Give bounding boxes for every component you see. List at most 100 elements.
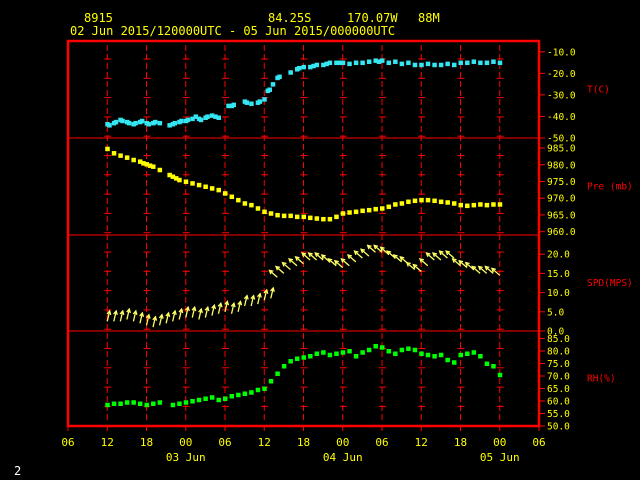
humidity-point [137,401,143,406]
humidity-point [406,346,411,351]
temperature-point [216,115,221,121]
wind-arrow [438,250,448,259]
pressure-point [268,211,274,216]
pressure-point [327,216,333,222]
pressure-point [393,202,398,207]
pressure-point [262,209,267,215]
pressure-point [111,151,117,156]
humidity-point [458,352,463,358]
humidity-point [111,401,117,406]
wind-arrow [204,305,210,318]
wind-arrow [340,257,350,267]
temperature-point [425,61,431,67]
pressure-point [347,210,352,215]
pressure-point [288,213,293,219]
humidity-point [347,349,352,354]
x-tick-label: 06 [532,436,545,449]
temperature-point [249,101,254,107]
y-tick-label: 960.0 [547,227,576,238]
humidity-point [412,347,418,353]
temperature-point [179,118,184,124]
y-tick-label: -30.0 [547,90,576,101]
wind-arrow [230,302,236,314]
wind-arrow [211,303,217,316]
humidity-point [334,351,339,356]
wind-arrow [425,252,435,261]
pressure-point [157,167,163,173]
pressure-point [151,164,156,169]
temperature-point [146,121,151,127]
y-tick-label: -20.0 [547,69,576,80]
humidity-point [451,360,457,365]
pressure-point [170,174,176,179]
wind-arrow [451,257,461,267]
humidity-point [419,351,424,356]
y-axis-title: Pre (mb) [587,182,633,193]
temperature-point [347,61,352,67]
wind-arrow [145,313,151,326]
temperature-point [465,60,470,66]
pressure-point [229,194,235,200]
temperature-point [458,60,463,66]
humidity-point [497,372,503,378]
y-tick-label: 65.0 [547,384,570,395]
wind-arrow [431,252,442,261]
temperature-point [340,60,346,66]
temperature-point [190,116,195,122]
pressure-point [478,202,483,207]
temperature-point [198,117,204,123]
pressure-point [438,199,444,205]
y-tick-label: 0.0 [547,327,564,338]
wind-arrow [171,309,177,322]
temperature-point [445,61,450,67]
temperature-point [380,58,385,63]
wind-arrow [106,309,112,322]
humidity-point [380,345,385,350]
y-tick-label: 970.0 [547,194,576,205]
humidity-point [249,390,254,395]
pressure-point [124,155,130,160]
station-latitude: 84.25S [268,11,312,25]
wind-arrow [307,252,318,261]
pressure-point [196,182,202,188]
wind-arrow [346,254,357,263]
temperature-point [288,70,293,75]
y-tick-label: 85.0 [547,334,570,345]
wind-arrow [366,244,376,253]
temperature-point [185,117,191,123]
pressure-point [321,216,326,222]
wind-arrow [327,257,337,267]
x-tick-label: 06 [375,436,388,449]
pressure-point [173,176,179,181]
y-tick-label: 75.0 [547,359,570,370]
temperature-point [478,60,483,66]
temperature-point [308,64,313,70]
temperature-point [412,62,418,68]
humidity-point [288,359,293,364]
wind-arrow [301,252,311,261]
humidity-point [327,352,333,358]
humidity-point [196,397,202,403]
wind-arrow [418,257,429,267]
temperature-point [107,123,112,128]
temperature-point [373,58,378,63]
pressure-point [141,161,146,166]
station-longitude: 170.07W [347,11,398,25]
pressure-point [432,198,437,204]
pressure-point [144,162,149,167]
temperature-point [209,113,215,118]
wind-arrow [158,313,164,326]
humidity-point [478,354,483,359]
x-tick-label: 12 [258,436,271,449]
y-tick-label: 50.0 [547,422,570,433]
x-tick-label: 00 [179,436,192,449]
pressure-point [147,163,153,168]
y-axis-title: SPD(MPS) [587,278,633,289]
pressure-point [275,212,280,218]
wind-arrow [198,307,203,320]
temperature-point [311,63,316,69]
station-id: 8915 [84,11,113,25]
temperature-point [419,62,424,68]
humidity-point [177,401,182,406]
humidity-point [308,354,313,359]
